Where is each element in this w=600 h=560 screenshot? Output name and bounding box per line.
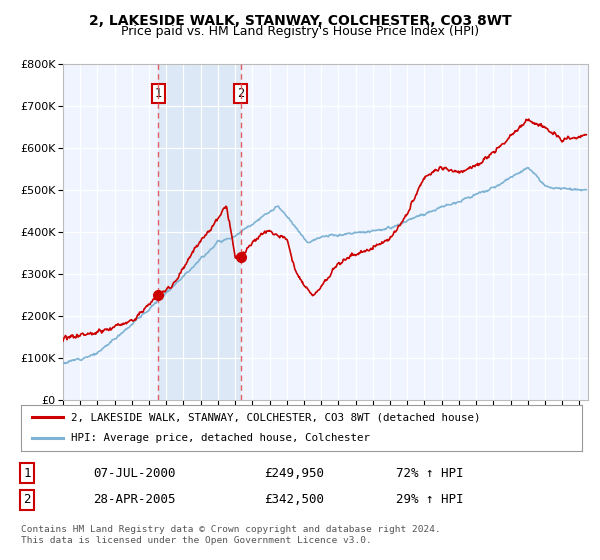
Text: 2, LAKESIDE WALK, STANWAY, COLCHESTER, CO3 8WT (detached house): 2, LAKESIDE WALK, STANWAY, COLCHESTER, C… (71, 412, 481, 422)
Text: 07-JUL-2000: 07-JUL-2000 (93, 466, 176, 480)
Bar (158, 64, 241, 400)
Text: 2: 2 (23, 493, 31, 506)
Text: £342,500: £342,500 (264, 493, 324, 506)
Text: 2, LAKESIDE WALK, STANWAY, COLCHESTER, CO3 8WT: 2, LAKESIDE WALK, STANWAY, COLCHESTER, C… (89, 14, 511, 28)
Text: Price paid vs. HM Land Registry's House Price Index (HPI): Price paid vs. HM Land Registry's House … (121, 25, 479, 38)
Text: 2: 2 (237, 87, 244, 100)
Text: 29% ↑ HPI: 29% ↑ HPI (396, 493, 464, 506)
Text: Contains HM Land Registry data © Crown copyright and database right 2024.
This d: Contains HM Land Registry data © Crown c… (21, 525, 441, 545)
Text: £249,950: £249,950 (264, 466, 324, 480)
Text: 28-APR-2005: 28-APR-2005 (93, 493, 176, 506)
Text: HPI: Average price, detached house, Colchester: HPI: Average price, detached house, Colc… (71, 433, 370, 444)
Text: 1: 1 (23, 466, 31, 480)
Text: 1: 1 (154, 87, 161, 100)
Text: 72% ↑ HPI: 72% ↑ HPI (396, 466, 464, 480)
